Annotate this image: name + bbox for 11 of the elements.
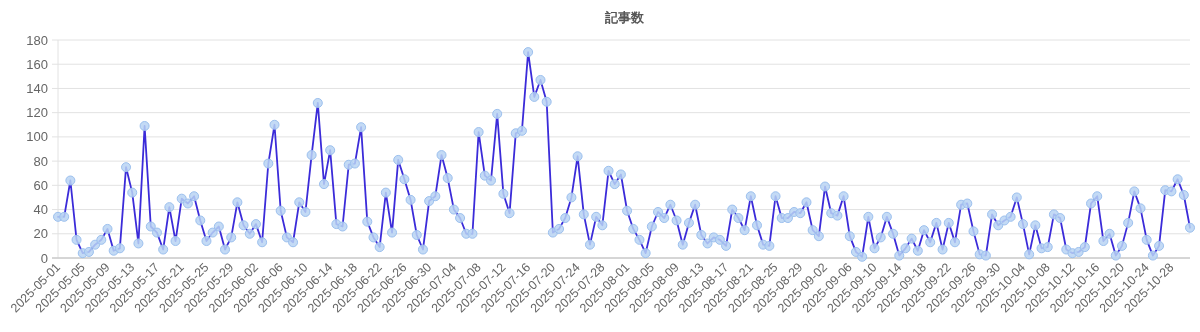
y-tick-label: 40 bbox=[33, 202, 48, 218]
chart-title: 記事数 bbox=[603, 10, 645, 25]
y-tick-label: 0 bbox=[40, 250, 48, 266]
y-tick-label: 100 bbox=[26, 129, 48, 145]
y-tick-label: 60 bbox=[33, 177, 48, 193]
y-tick-label: 160 bbox=[26, 56, 48, 72]
y-tick-label: 120 bbox=[26, 105, 48, 121]
y-tick-label: 140 bbox=[26, 80, 48, 96]
y-tick-label: 180 bbox=[26, 32, 48, 48]
y-tick-label: 80 bbox=[33, 153, 48, 169]
y-tick-label: 20 bbox=[33, 226, 48, 242]
